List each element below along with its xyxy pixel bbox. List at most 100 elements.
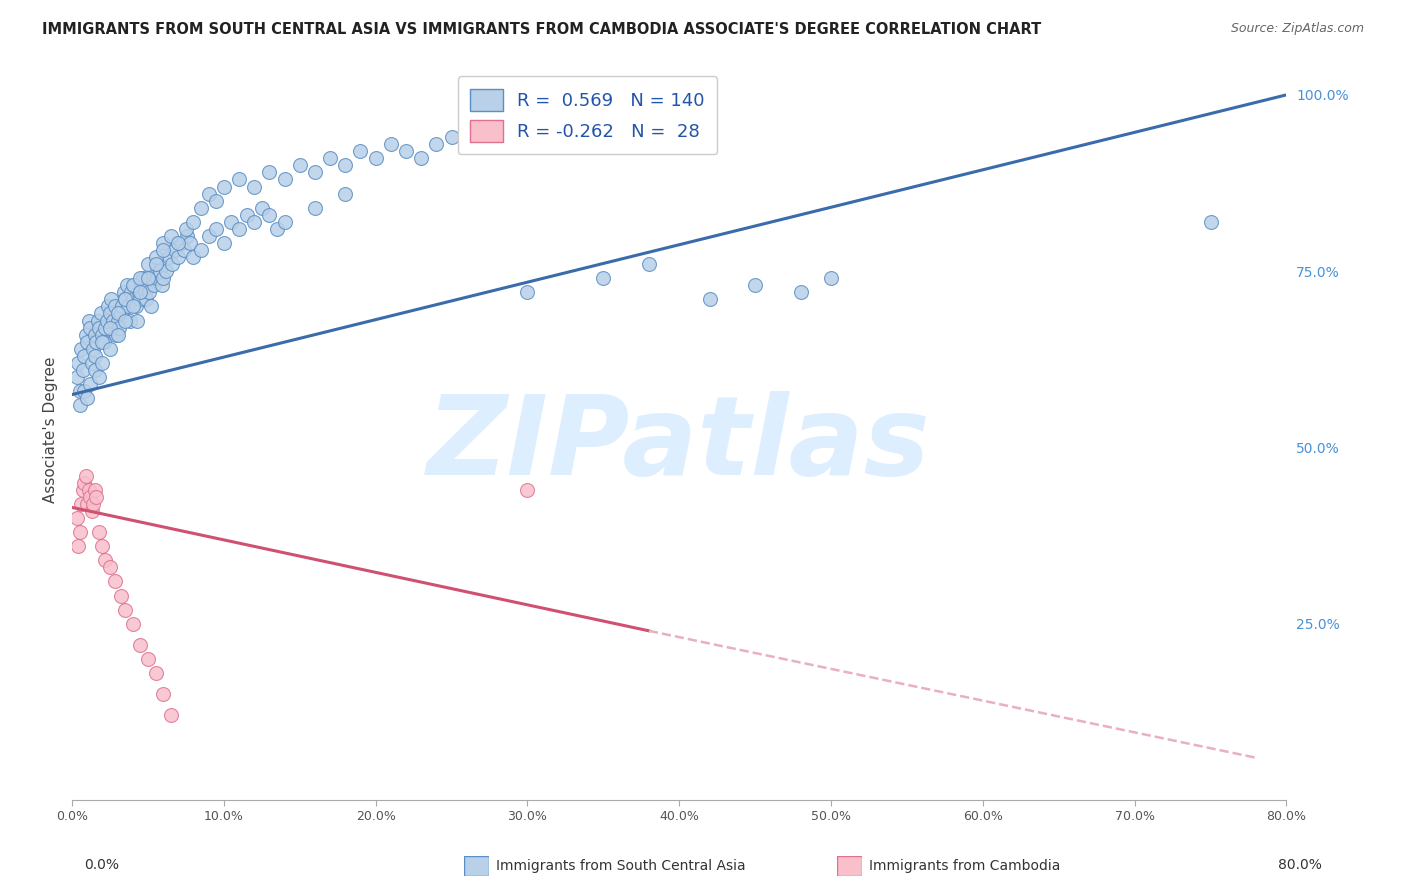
Text: 0.0%: 0.0%	[84, 858, 120, 872]
Point	[150, 278, 173, 293]
Point	[228, 222, 250, 236]
Legend: R =  0.569   N = 140, R = -0.262   N =  28: R = 0.569 N = 140, R = -0.262 N = 28	[457, 76, 717, 154]
Point	[122, 278, 145, 293]
Point	[138, 285, 160, 300]
Point	[516, 483, 538, 497]
Point	[65, 511, 87, 525]
Point	[65, 370, 87, 384]
Point	[159, 708, 181, 723]
Point	[101, 313, 124, 327]
Point	[127, 313, 149, 327]
Point	[121, 616, 143, 631]
Point	[83, 349, 105, 363]
Point	[89, 320, 111, 334]
Point	[183, 215, 205, 229]
Point	[250, 201, 273, 215]
Point	[80, 504, 103, 518]
Point	[84, 490, 107, 504]
Point	[70, 342, 93, 356]
Point	[152, 271, 174, 285]
Point	[221, 215, 243, 229]
Point	[82, 497, 104, 511]
Point	[77, 313, 100, 327]
Point	[143, 278, 166, 293]
Point	[94, 320, 117, 334]
Point	[395, 145, 418, 159]
Point	[148, 257, 170, 271]
Point	[112, 285, 135, 300]
Point	[243, 179, 266, 194]
Text: IMMIGRANTS FROM SOUTH CENTRAL ASIA VS IMMIGRANTS FROM CAMBODIA ASSOCIATE'S DEGRE: IMMIGRANTS FROM SOUTH CENTRAL ASIA VS IM…	[42, 22, 1042, 37]
Point	[349, 145, 371, 159]
Point	[190, 201, 212, 215]
Point	[67, 356, 90, 370]
Point	[820, 271, 842, 285]
Point	[129, 638, 152, 652]
Point	[82, 342, 104, 356]
Point	[699, 293, 721, 307]
Point	[176, 228, 198, 243]
Point	[98, 342, 121, 356]
Point	[75, 468, 97, 483]
Point	[118, 313, 141, 327]
Point	[91, 539, 114, 553]
Point	[638, 257, 661, 271]
Point	[69, 525, 91, 540]
Point	[132, 271, 155, 285]
Point	[183, 250, 205, 264]
Point	[1199, 215, 1222, 229]
Point	[167, 235, 190, 250]
Point	[266, 222, 288, 236]
Point	[456, 137, 478, 152]
Point	[135, 293, 157, 307]
Point	[114, 602, 136, 616]
Point	[69, 398, 91, 412]
Point	[425, 137, 447, 152]
Point	[134, 285, 156, 300]
Point	[273, 215, 295, 229]
Point	[120, 285, 142, 300]
Point	[90, 306, 112, 320]
Point	[273, 172, 295, 186]
Point	[744, 278, 766, 293]
Point	[91, 334, 114, 349]
Point	[67, 539, 90, 553]
Point	[114, 313, 136, 327]
Point	[80, 356, 103, 370]
Point	[72, 363, 94, 377]
Point	[83, 327, 105, 342]
Point	[288, 158, 311, 172]
Point	[75, 327, 97, 342]
Point	[136, 652, 159, 666]
Point	[205, 222, 228, 236]
Point	[87, 313, 110, 327]
Point	[83, 483, 105, 497]
Point	[103, 574, 125, 589]
Text: Source: ZipAtlas.com: Source: ZipAtlas.com	[1230, 22, 1364, 36]
Point	[73, 384, 96, 398]
Point	[165, 243, 187, 257]
Point	[83, 363, 105, 377]
Point	[197, 228, 219, 243]
Point	[125, 300, 148, 314]
Point	[69, 384, 91, 398]
Point	[110, 306, 132, 320]
Point	[103, 300, 125, 314]
Point	[173, 243, 195, 257]
Point	[98, 306, 121, 320]
Point	[79, 490, 101, 504]
Point	[212, 179, 235, 194]
Point	[129, 285, 152, 300]
Point	[235, 208, 257, 222]
Point	[108, 320, 131, 334]
Point	[259, 165, 281, 179]
Point	[76, 497, 98, 511]
Point	[84, 334, 107, 349]
Point	[592, 271, 614, 285]
Text: Immigrants from Cambodia: Immigrants from Cambodia	[869, 859, 1060, 873]
Point	[145, 666, 167, 681]
Text: 80.0%: 80.0%	[1278, 858, 1322, 872]
Point	[73, 475, 96, 490]
Point	[145, 264, 167, 278]
Point	[114, 293, 136, 307]
